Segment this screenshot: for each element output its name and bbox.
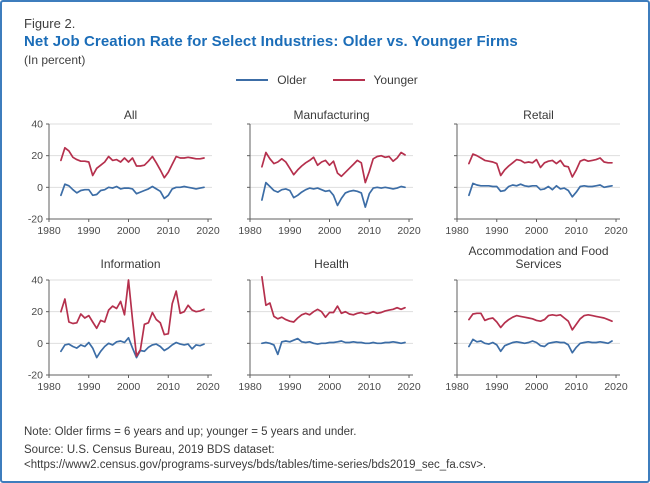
source-url: <https://www2.census.gov/programs-survey… [24, 459, 487, 471]
svg-text:-20: -20 [28, 214, 43, 226]
svg-text:1980: 1980 [37, 381, 61, 393]
svg-text:20: 20 [31, 150, 43, 162]
svg-text:2010: 2010 [565, 381, 589, 393]
svg-text:2010: 2010 [358, 225, 382, 237]
chart-title-health: Health [314, 257, 349, 271]
svg-text:1980: 1980 [445, 225, 469, 237]
chart-title-accommodation: Accommodation and Food Services [468, 244, 609, 271]
figure-subtitle: (In percent) [24, 53, 86, 67]
svg-text:2020: 2020 [196, 225, 220, 237]
svg-text:40: 40 [31, 119, 43, 131]
svg-text:1980: 1980 [238, 225, 262, 237]
svg-text:1990: 1990 [77, 225, 101, 237]
svg-text:2010: 2010 [157, 225, 181, 237]
svg-text:2000: 2000 [318, 381, 342, 393]
chart-title-information: Information [100, 257, 161, 271]
svg-text:2020: 2020 [604, 381, 628, 393]
svg-text:2020: 2020 [397, 225, 421, 237]
legend-older-label: Older [277, 73, 307, 87]
svg-text:2000: 2000 [318, 225, 342, 237]
chart-retail: 1980 1990 2000 2010 2020 [445, 123, 628, 237]
svg-text:1990: 1990 [278, 381, 302, 393]
legend: Older Younger [2, 73, 648, 87]
svg-text:2010: 2010 [157, 381, 181, 393]
svg-text:2010: 2010 [565, 225, 589, 237]
legend-item-older: Older [236, 73, 307, 87]
svg-text:2020: 2020 [604, 225, 628, 237]
svg-text:2000: 2000 [525, 225, 549, 237]
chart-manufacturing: 1980 1990 2000 2010 2020 [238, 123, 421, 237]
chart-health: 1980 1990 2000 2010 2020 [238, 275, 421, 393]
chart-information: -20 0 20 40 1980 1990 2000 2010 2020 [28, 275, 220, 394]
source-text: Source: U.S. Census Bureau, 2019 BDS dat… [24, 443, 275, 456]
younger-line-swatch [332, 79, 365, 81]
figure-title: Net Job Creation Rate for Select Industr… [24, 33, 518, 50]
footer-notes: Note: Older firms = 6 years and up; youn… [24, 425, 486, 474]
svg-text:2000: 2000 [117, 225, 141, 237]
svg-text:1990: 1990 [485, 225, 509, 237]
svg-text:2010: 2010 [358, 381, 382, 393]
svg-text:20: 20 [31, 306, 43, 318]
svg-text:0: 0 [37, 338, 43, 350]
figure-number: Figure 2. [24, 16, 76, 31]
note-text: Note: Older firms = 6 years and up; youn… [24, 426, 357, 438]
svg-text:2000: 2000 [117, 381, 141, 393]
older-line-swatch [236, 79, 269, 81]
svg-text:1990: 1990 [77, 381, 101, 393]
svg-text:1990: 1990 [485, 381, 509, 393]
chart-accommodation: 1980 1990 2000 2010 2020 [445, 279, 628, 393]
svg-text:1980: 1980 [445, 381, 469, 393]
svg-text:1990: 1990 [278, 225, 302, 237]
legend-item-younger: Younger [332, 73, 418, 87]
svg-text:2000: 2000 [525, 381, 549, 393]
chart-title-manufacturing: Manufacturing [293, 108, 370, 122]
svg-text:40: 40 [31, 275, 43, 287]
chart-all: -20 0 20 40 1980 1990 2000 2010 2020 [28, 119, 220, 238]
svg-text:0: 0 [37, 182, 43, 194]
legend-younger-label: Younger [373, 73, 418, 87]
svg-text:1980: 1980 [238, 381, 262, 393]
chart-title-all: All [123, 108, 138, 122]
svg-text:1980: 1980 [37, 225, 61, 237]
svg-text:2020: 2020 [397, 381, 421, 393]
svg-text:2020: 2020 [196, 381, 220, 393]
chart-title-retail: Retail [523, 108, 554, 122]
svg-text:-20: -20 [28, 370, 43, 382]
